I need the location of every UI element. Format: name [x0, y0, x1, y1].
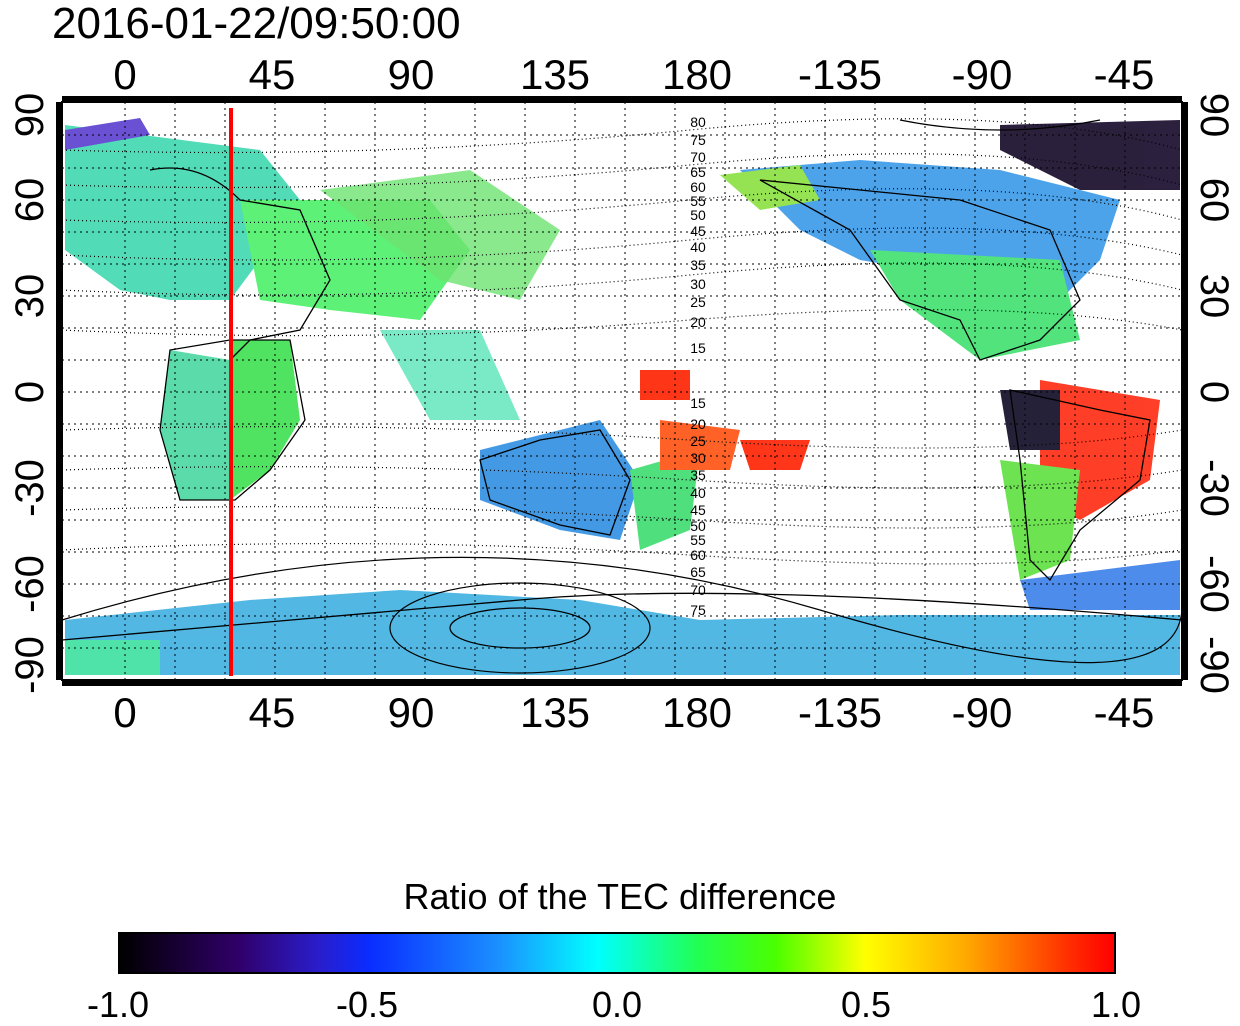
contour-label: 65 [690, 564, 706, 580]
frame-ticks [56, 96, 1188, 686]
contour-lines [61, 118, 1183, 565]
lon-tick-top: -45 [1093, 51, 1155, 98]
contour-label: 20 [690, 416, 706, 432]
contour-label: 15 [690, 340, 706, 356]
contour-label: 35 [690, 467, 706, 483]
contour-label: 60 [690, 547, 706, 563]
contour-label: 60 [690, 179, 706, 195]
colorbar-tick-label: -1.0 [86, 984, 150, 1025]
lat-tick-right: 60 [1192, 177, 1236, 223]
contour-label: 35 [690, 257, 706, 273]
lon-tick-top: 180 [661, 51, 733, 98]
lat-tick-left: -30 [8, 459, 52, 517]
contour-label: 55 [690, 532, 706, 548]
lat-tick-left: -90 [8, 636, 52, 694]
contour-label: 25 [690, 294, 706, 310]
lat-tick-right: 30 [1192, 273, 1236, 319]
lat-tick-right: -30 [1192, 459, 1236, 517]
contour-label: 70 [690, 149, 706, 165]
contour-label: 55 [690, 193, 706, 209]
lon-tick-bottom: 0 [113, 689, 137, 736]
lat-tick-right: -90 [1192, 636, 1236, 694]
contour-label: 65 [690, 164, 706, 180]
contour-label: 40 [690, 485, 706, 501]
lon-tick-top: -135 [797, 51, 883, 98]
lat-tick-left: 90 [8, 92, 52, 138]
colorbar-title: Ratio of the TEC difference [403, 876, 837, 917]
contour-label: 20 [690, 314, 706, 330]
contour-label: 45 [690, 223, 706, 239]
lon-tick-bottom: -45 [1093, 689, 1155, 736]
colorbar-tick-label: -0.5 [335, 984, 399, 1025]
contour-label: 30 [690, 276, 706, 292]
lat-tick-right: 90 [1192, 92, 1236, 138]
contour-label: 25 [690, 433, 706, 449]
contour-label: 50 [690, 518, 706, 534]
colorbar [118, 932, 1116, 974]
lat-tick-left: 0 [8, 380, 52, 404]
colorbar-tick-label: 1.0 [1090, 984, 1142, 1025]
contour-label: 30 [690, 450, 706, 466]
lon-tick-bottom: -135 [797, 689, 883, 736]
southern-contours [61, 119, 1183, 674]
contour-label: 80 [690, 114, 706, 130]
lon-tick-bottom: 135 [519, 689, 591, 736]
coastlines [61, 167, 1183, 641]
lat-tick-right: -60 [1192, 555, 1236, 613]
timestamp-title: 2016-01-22/09:50:00 [52, 0, 461, 48]
lon-tick-bottom: 180 [661, 689, 733, 736]
lon-tick-top: 135 [519, 51, 591, 98]
contour-label: 45 [690, 502, 706, 518]
contour-label: 50 [690, 207, 706, 223]
colorbar-tick-label: 0.0 [591, 984, 643, 1025]
contour-label: 40 [690, 239, 706, 255]
lon-tick-bottom: -90 [951, 689, 1013, 736]
lon-tick-top: -90 [951, 51, 1013, 98]
contour-label: 70 [690, 582, 706, 598]
map-grid [62, 102, 1182, 680]
lat-tick-left: -60 [8, 555, 52, 613]
lon-tick-top: 45 [248, 51, 296, 98]
lon-tick-top: 0 [113, 51, 137, 98]
lon-tick-top: 90 [387, 51, 435, 98]
contour-label: 75 [690, 602, 706, 618]
lat-tick-left: 60 [8, 177, 52, 223]
contour-label: 15 [690, 395, 706, 411]
colorbar-tick-label: 0.5 [840, 984, 892, 1025]
lon-tick-bottom: 90 [387, 689, 435, 736]
contour-label: 75 [690, 132, 706, 148]
lat-tick-left: 30 [8, 273, 52, 319]
lon-tick-bottom: 45 [248, 689, 296, 736]
lat-tick-right: 0 [1192, 380, 1236, 404]
